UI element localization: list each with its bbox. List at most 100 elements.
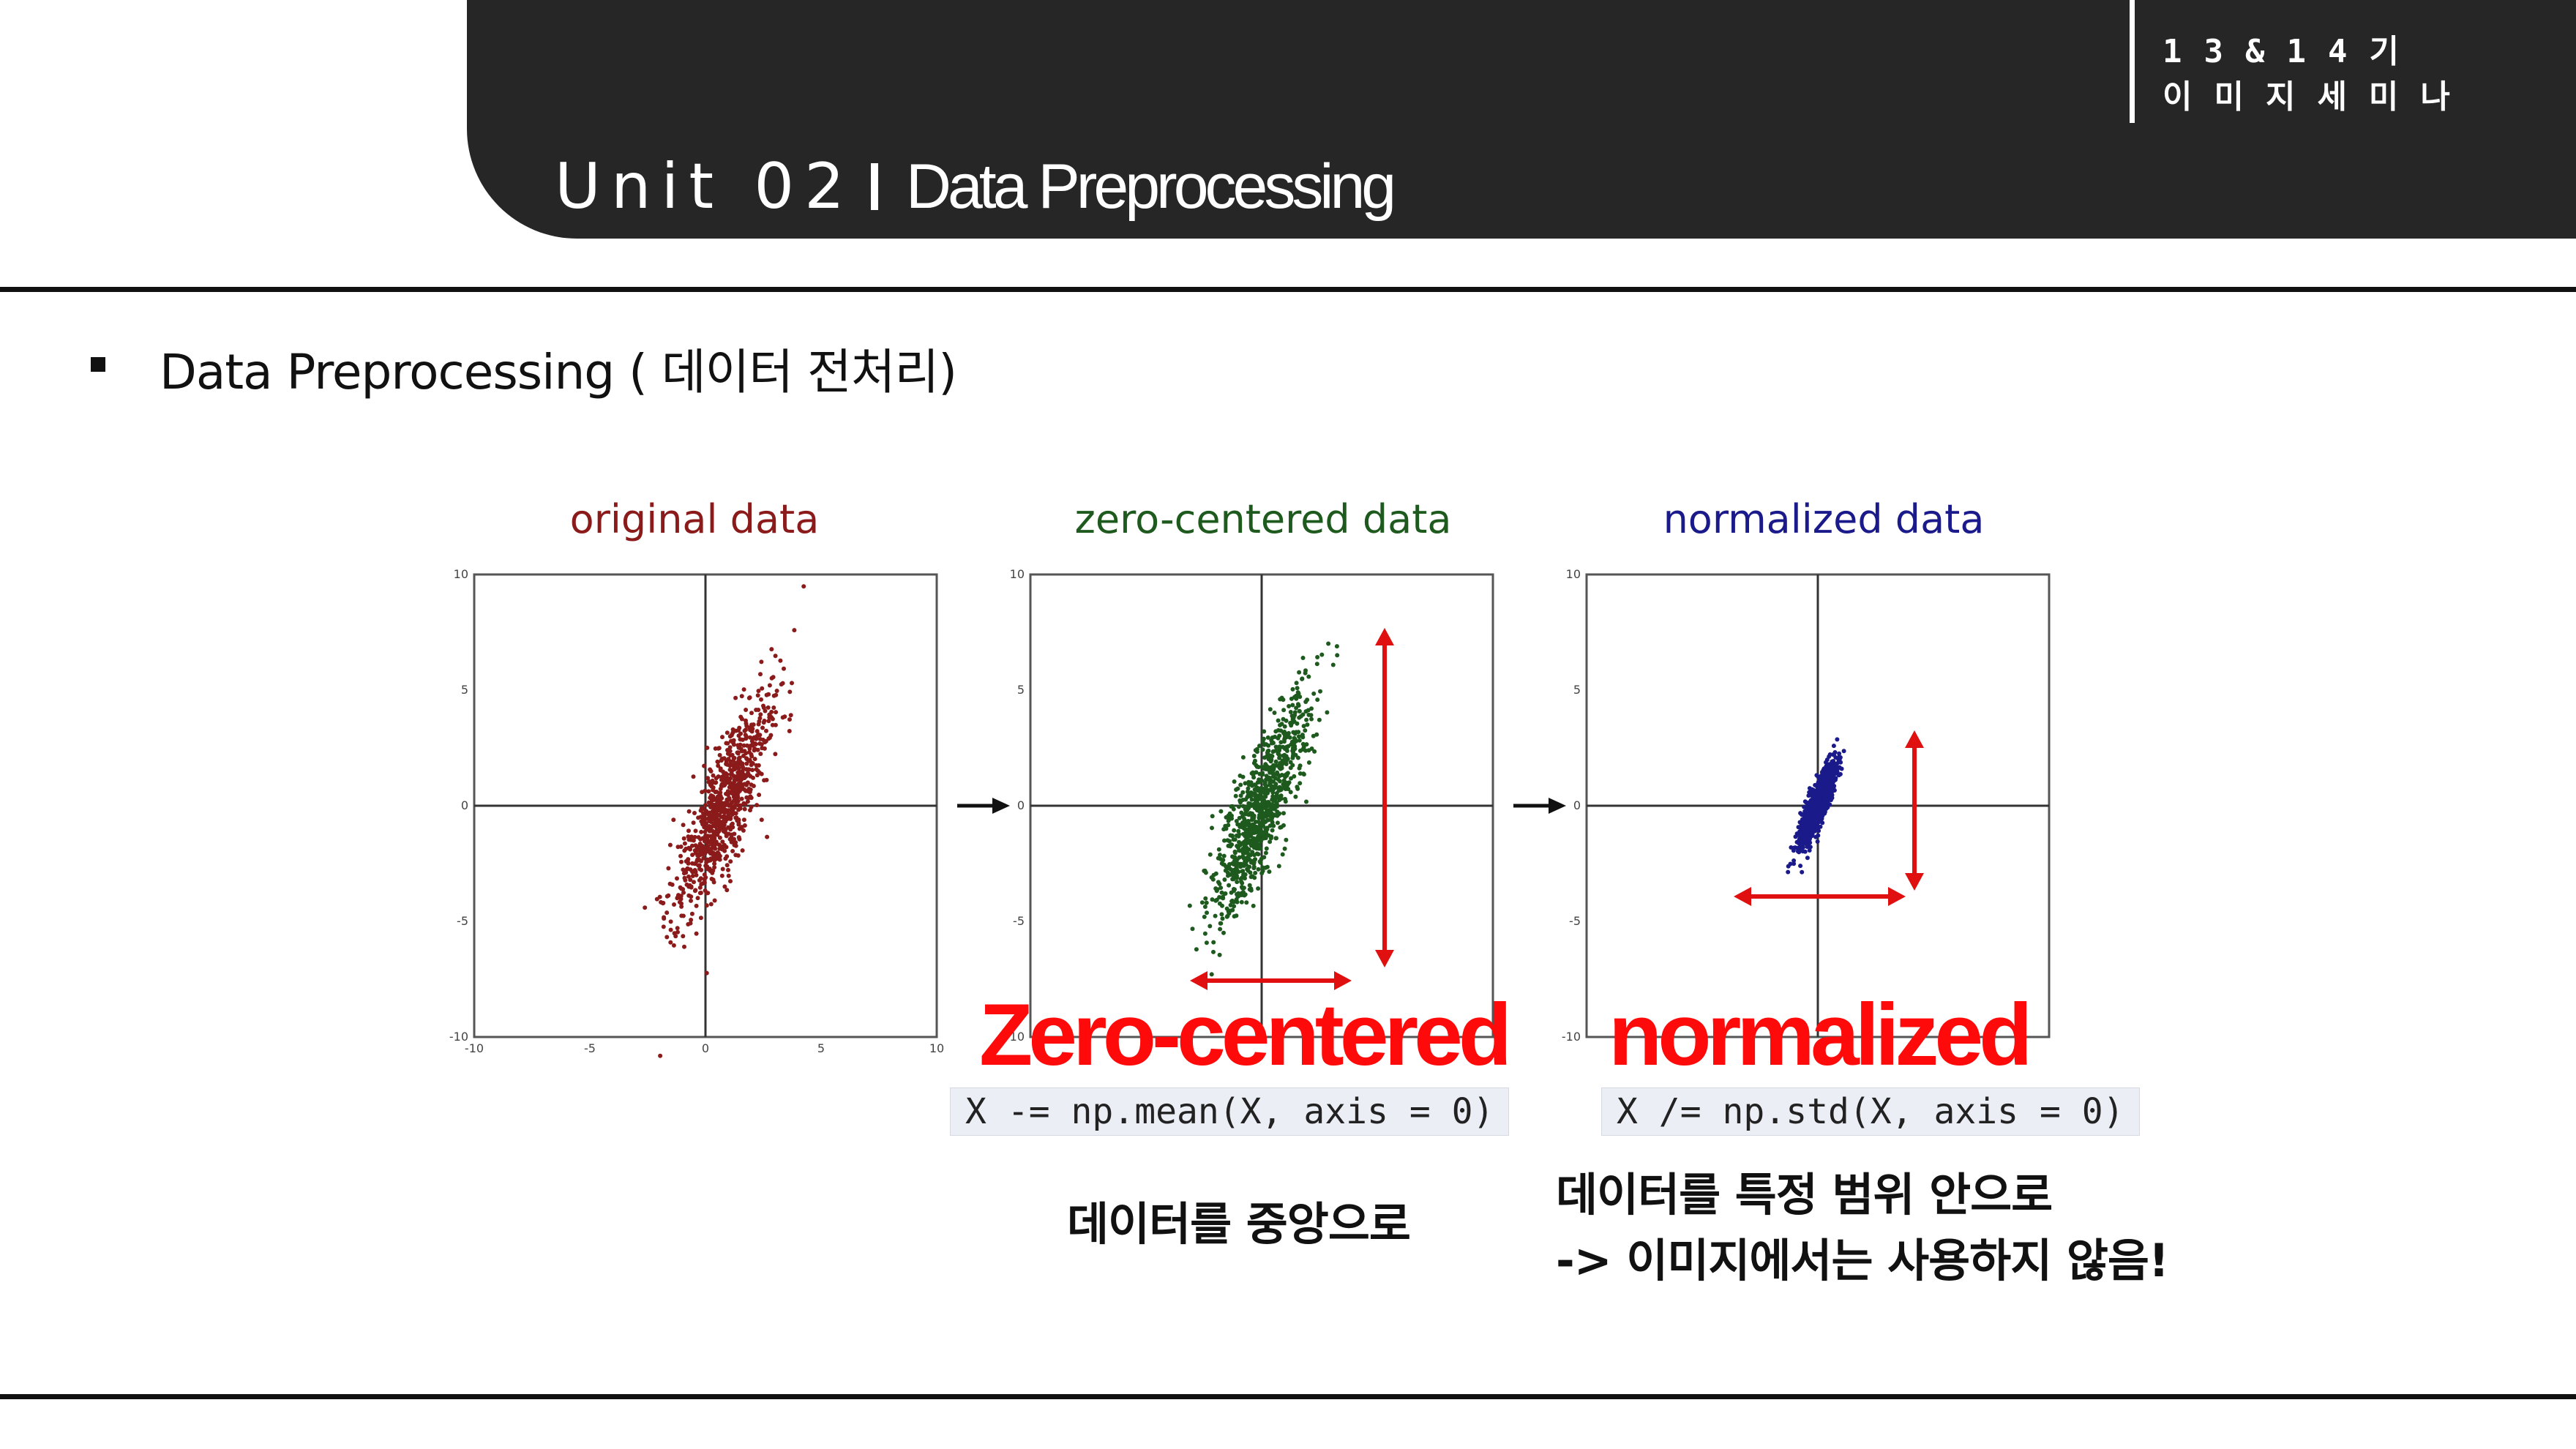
scatter-point	[1271, 763, 1276, 768]
scatter-point	[740, 764, 745, 769]
scatter-point	[1793, 834, 1798, 839]
scatter-point	[1253, 870, 1258, 875]
scatter-point	[716, 763, 721, 768]
scatter-point	[725, 751, 730, 756]
scatter-point	[1246, 819, 1251, 824]
scatter-point	[705, 745, 710, 750]
scatter-point	[712, 861, 717, 866]
scatter-point	[1827, 785, 1832, 790]
scatter-point	[1218, 926, 1223, 932]
scatter-point	[668, 927, 673, 932]
scatter-point	[1217, 895, 1222, 899]
scatter-point	[1270, 787, 1276, 792]
scatter-point	[1278, 825, 1283, 830]
scatter-point	[1256, 834, 1261, 839]
scatter-point	[1284, 772, 1289, 776]
scatter-point	[1819, 806, 1824, 812]
scatter-point	[716, 851, 721, 856]
scatter-point	[1218, 921, 1224, 926]
normalized-caption-line-1: 데이터를 특정 범위 안으로	[1556, 1168, 2053, 1221]
scatter-point	[692, 811, 697, 815]
scatter-point	[1797, 839, 1802, 844]
scatter-point	[1277, 755, 1282, 760]
scatter-point	[719, 801, 724, 806]
scatter-point	[762, 778, 767, 783]
scatter-point	[1274, 790, 1279, 795]
scatter-point	[1256, 866, 1261, 872]
scatter-point	[1311, 691, 1317, 696]
scatter-point	[709, 824, 714, 829]
scatter-point	[667, 842, 673, 847]
scatter-point	[1249, 771, 1254, 776]
scatter-point	[1819, 801, 1824, 806]
scatter-point	[1270, 741, 1274, 746]
scatter-point	[724, 845, 729, 850]
scatter-point	[1243, 876, 1247, 881]
scatter-point	[1216, 847, 1221, 852]
scatter-point	[1244, 900, 1249, 905]
scatter-point	[1317, 717, 1322, 722]
scatter-point	[1270, 797, 1275, 802]
scatter-point	[1263, 742, 1268, 747]
scatter-point	[1290, 763, 1295, 768]
scatter-point	[1809, 834, 1814, 839]
scatter-point	[767, 683, 772, 688]
scatter-point	[1820, 813, 1825, 818]
scatter-point	[1224, 906, 1229, 911]
scatter-point	[746, 767, 752, 772]
scatter-point	[1264, 784, 1269, 789]
scatter-point	[1239, 810, 1244, 815]
scatter-point	[730, 812, 735, 817]
scatter-point	[671, 943, 676, 948]
cohort-line-2: 이미지세미나	[2163, 78, 2472, 116]
scatter-point	[1234, 874, 1239, 879]
scatter-point	[744, 756, 749, 761]
scatter-point	[1248, 853, 1253, 858]
scatter-point	[691, 820, 696, 825]
scatter-point	[1240, 886, 1245, 891]
scatter-point	[1208, 852, 1213, 857]
scatter-point	[1246, 786, 1251, 791]
scatter-point	[744, 795, 749, 800]
scatter-point	[678, 894, 684, 899]
scatter-point	[1287, 704, 1292, 708]
scatter-point	[1203, 896, 1208, 901]
scatter-point	[1202, 869, 1207, 873]
scatter-point	[1202, 905, 1208, 909]
scatter-point	[690, 874, 695, 878]
scatter-point	[758, 672, 763, 677]
slide-heading: Data Preprocessing ( 데이터 전처리)	[160, 344, 957, 400]
scatter-point	[752, 735, 757, 740]
axis-ticks-normalized: 10 5 0 -5 -10	[1562, 567, 1581, 1044]
scatter-point	[1291, 751, 1296, 756]
scatter-point	[724, 760, 729, 765]
axis-ticks-zero-centered: 10 5 0 -5 -10	[1006, 567, 1025, 1044]
scatter-point	[681, 836, 686, 841]
scatter-point	[1211, 940, 1216, 945]
scatter-point	[689, 894, 694, 899]
scatter-point	[728, 817, 733, 821]
scatter-point	[757, 793, 762, 798]
scatter-point	[1231, 837, 1236, 842]
scatter-point	[1259, 871, 1265, 876]
scatter-point	[760, 725, 765, 730]
scatter-point	[736, 822, 741, 827]
scatter-point	[711, 877, 716, 883]
scatter-point	[1283, 796, 1287, 801]
scatter-point	[1275, 770, 1280, 775]
scatter-point	[1274, 836, 1278, 841]
header-divider	[2130, 0, 2135, 123]
scatter-point	[1798, 831, 1803, 836]
scatter-point	[1230, 871, 1235, 876]
y-tick-label: 10	[1010, 567, 1025, 581]
scatter-point	[693, 888, 698, 893]
scatter-point	[1807, 848, 1812, 853]
y-tick-label: 5	[1017, 683, 1025, 697]
scatter-point	[1808, 806, 1813, 811]
scatter-point	[1837, 751, 1842, 756]
scatter-point	[717, 752, 722, 757]
scatter-point	[1229, 842, 1235, 847]
scatter-point	[1807, 820, 1812, 825]
scatter-point	[1253, 857, 1257, 862]
scatter-point	[718, 844, 723, 848]
